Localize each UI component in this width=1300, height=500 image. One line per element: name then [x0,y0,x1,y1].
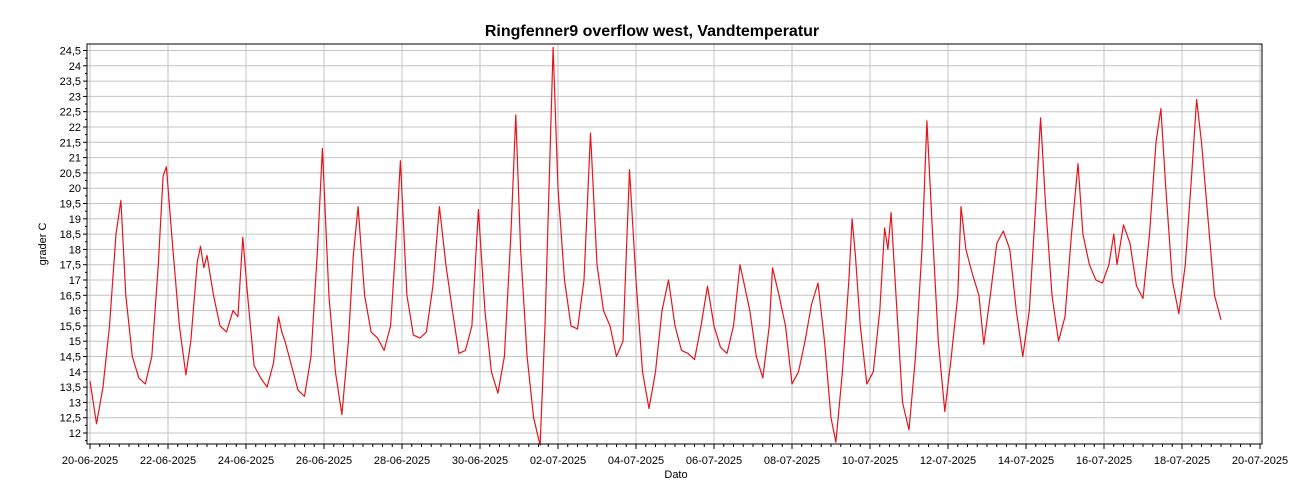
x-tick-label: 24-06-2025 [218,455,274,467]
x-tick-label: 06-07-2025 [686,455,742,467]
x-tick-label: 10-07-2025 [842,455,898,467]
y-tick-label: 14 [69,367,81,379]
y-tick-label: 23 [69,91,81,103]
y-tick-label: 17 [69,275,81,287]
x-tick-label: 12-07-2025 [920,455,976,467]
y-axis: 12 12,5 13 13,5 14 14,5 15 15,5 16 16,5 17 17,5 18 18… [60,46,87,442]
y-tick-label: 21,5 [60,137,81,149]
y-axis-label: grader C [37,223,49,266]
y-tick-label: 23,5 [60,76,81,88]
x-tick-label: 20-07-2025 [1232,455,1288,467]
x-tick-label: 30-06-2025 [452,455,508,467]
x-tick-label: 18-07-2025 [1154,455,1210,467]
y-tick-label: 20,5 [60,168,81,180]
y-tick-label: 15 [69,336,81,348]
y-tick-label: 15,5 [60,321,81,333]
y-tick-label: 12 [69,428,81,440]
y-tick-label: 19,5 [60,199,81,211]
y-tick-label: 16,5 [60,290,81,302]
y-tick-label: 24,5 [60,46,81,58]
y-tick-label: 13,5 [60,382,81,394]
x-tick-label: 02-07-2025 [530,455,586,467]
y-tick-label: 14,5 [60,352,81,364]
chart-title: Ringfenner9 overflow west, Vandtemperatu… [485,23,819,40]
x-tick-label: 26-06-2025 [296,455,352,467]
grid [87,44,1262,444]
y-tick-label: 18 [69,244,81,256]
y-tick-label: 18,5 [60,229,81,241]
y-tick-label: 19 [69,214,81,226]
plot-frame [86,43,1263,445]
y-tick-label: 12,5 [60,413,81,425]
x-axis-label: Dato [664,469,687,481]
x-tick-label: 22-06-2025 [140,455,196,467]
x-tick-label: 16-07-2025 [1076,455,1132,467]
y-tick-label: 22,5 [60,107,81,119]
x-tick-label: 28-06-2025 [374,455,430,467]
series-group [89,46,1222,446]
y-tick-label: 21 [69,153,81,165]
x-tick-label: 20-06-2025 [62,455,118,467]
x-axis: 20-06-2025 22-06-2025 24-06-2025 26-06-2025… [62,444,1288,467]
y-tick-label: 17,5 [60,260,81,272]
y-tick-label: 13 [69,397,81,409]
y-tick-label: 16 [69,306,81,318]
x-tick-label: 04-07-2025 [608,455,664,467]
x-tick-label: 08-07-2025 [764,455,820,467]
y-tick-label: 24 [69,61,81,73]
series-line-0 [89,46,1222,446]
y-tick-label: 20 [69,183,81,195]
y-tick-label: 22 [69,122,81,134]
x-tick-label: 14-07-2025 [998,455,1054,467]
